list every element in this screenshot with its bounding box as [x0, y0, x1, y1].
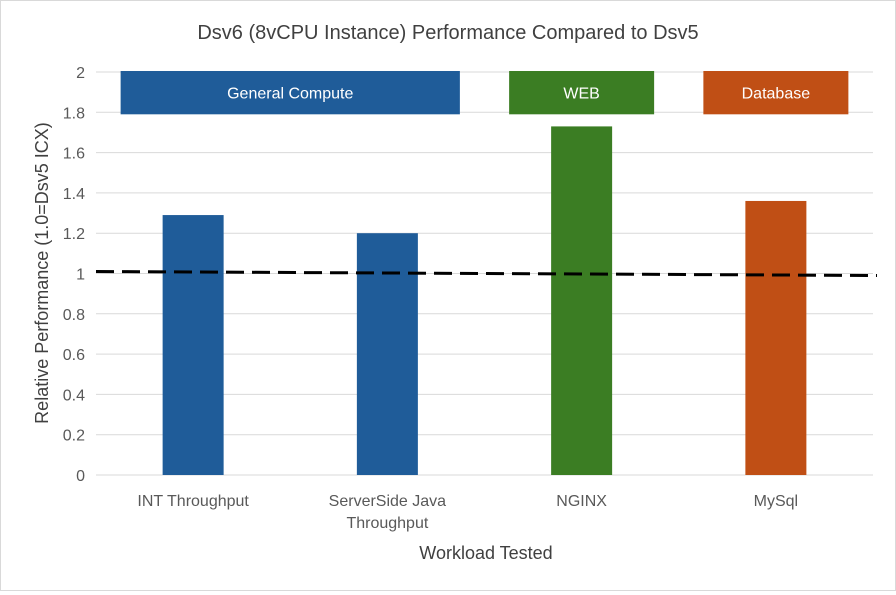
- y-tick-label: 0.8: [63, 307, 85, 324]
- x-axis-ticks: INT Throughput ServerSide Java Throughput N…: [137, 493, 798, 532]
- group-label-box: [509, 70, 655, 115]
- y-tick-label: 1.6: [63, 146, 85, 163]
- y-tick-label: 0.2: [63, 428, 85, 445]
- group-labels: General Compute WEB Database: [120, 70, 849, 115]
- x-tick-label: ServerSide Java: [329, 493, 446, 510]
- group-label: Database: [742, 86, 811, 103]
- y-tick-label: 1.8: [63, 105, 85, 122]
- y-tick-label: 0: [76, 468, 85, 485]
- y-axis-ticks: 0 0.2 0.4 0.6 0.8 1 1.2 1.4 1.6 1.8 2: [63, 65, 85, 485]
- x-tick-label: Throughput: [346, 515, 428, 532]
- bars: [162, 126, 807, 475]
- group-label: General Compute: [227, 86, 353, 103]
- x-tick-label: MySql: [754, 493, 798, 510]
- y-tick-label: 2: [76, 65, 85, 82]
- y-tick-label: 1.2: [63, 226, 85, 243]
- y-tick-label: 0.4: [63, 387, 85, 404]
- baseline-dashed-line: [95, 270, 878, 277]
- bar: [356, 233, 418, 475]
- group-label-box: [120, 70, 460, 115]
- y-axis-title: Relative Performance (1.0=Dsv5 ICX): [32, 122, 52, 424]
- x-tick-label: INT Throughput: [137, 493, 249, 510]
- bar: [745, 200, 807, 475]
- y-tick-label: 1: [76, 267, 85, 284]
- bar: [551, 126, 613, 475]
- y-tick-label: 0.6: [63, 347, 85, 364]
- y-tick-label: 1.4: [63, 186, 85, 203]
- group-label-box: [703, 70, 849, 115]
- bar: [162, 215, 224, 475]
- chart-title: Dsv6 (8vCPU Instance) Performance Compar…: [197, 22, 698, 44]
- x-axis-title: Workload Tested: [419, 543, 552, 563]
- x-tick-label: NGINX: [556, 493, 607, 510]
- group-label: WEB: [563, 86, 599, 103]
